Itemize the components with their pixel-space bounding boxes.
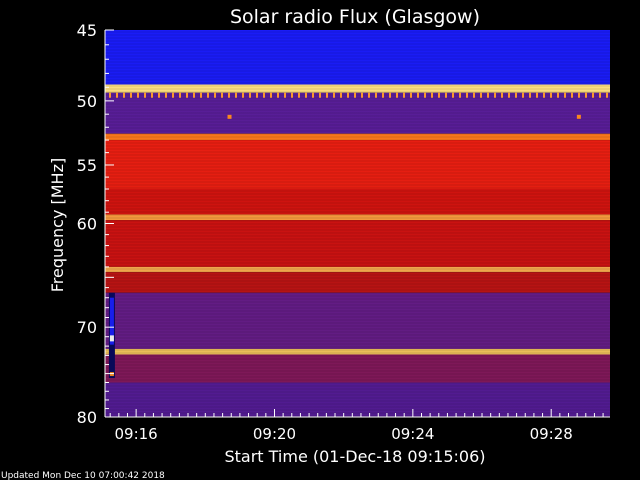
y-tick-label: 70 xyxy=(77,318,97,337)
y-tick-label: 60 xyxy=(77,215,97,234)
y-axis: 45 50 55 60 70 80 xyxy=(77,21,114,427)
y-tick-label: 80 xyxy=(77,408,97,427)
x-tick-label: 09:20 xyxy=(253,425,296,443)
x-axis: 09:16 09:20 09:24 09:28 xyxy=(105,409,610,443)
chart-title: Solar radio Flux (Glasgow) xyxy=(230,6,480,28)
plot-shade xyxy=(105,30,610,417)
x-axis-label: Start Time (01-Dec-18 09:15:06) xyxy=(224,447,485,466)
plot-area xyxy=(105,30,610,417)
footer-timestamp: Updated Mon Dec 10 07:00:42 2018 xyxy=(1,471,165,480)
y-tick-label: 55 xyxy=(77,156,97,175)
x-tick-label: 09:28 xyxy=(530,425,573,443)
x-tick-label: 09:16 xyxy=(115,425,158,443)
y-axis-label: Frequency [MHz] xyxy=(48,158,67,292)
x-tick-label: 09:24 xyxy=(391,425,434,443)
y-tick-label: 50 xyxy=(77,92,97,111)
y-tick-label: 45 xyxy=(77,21,97,40)
